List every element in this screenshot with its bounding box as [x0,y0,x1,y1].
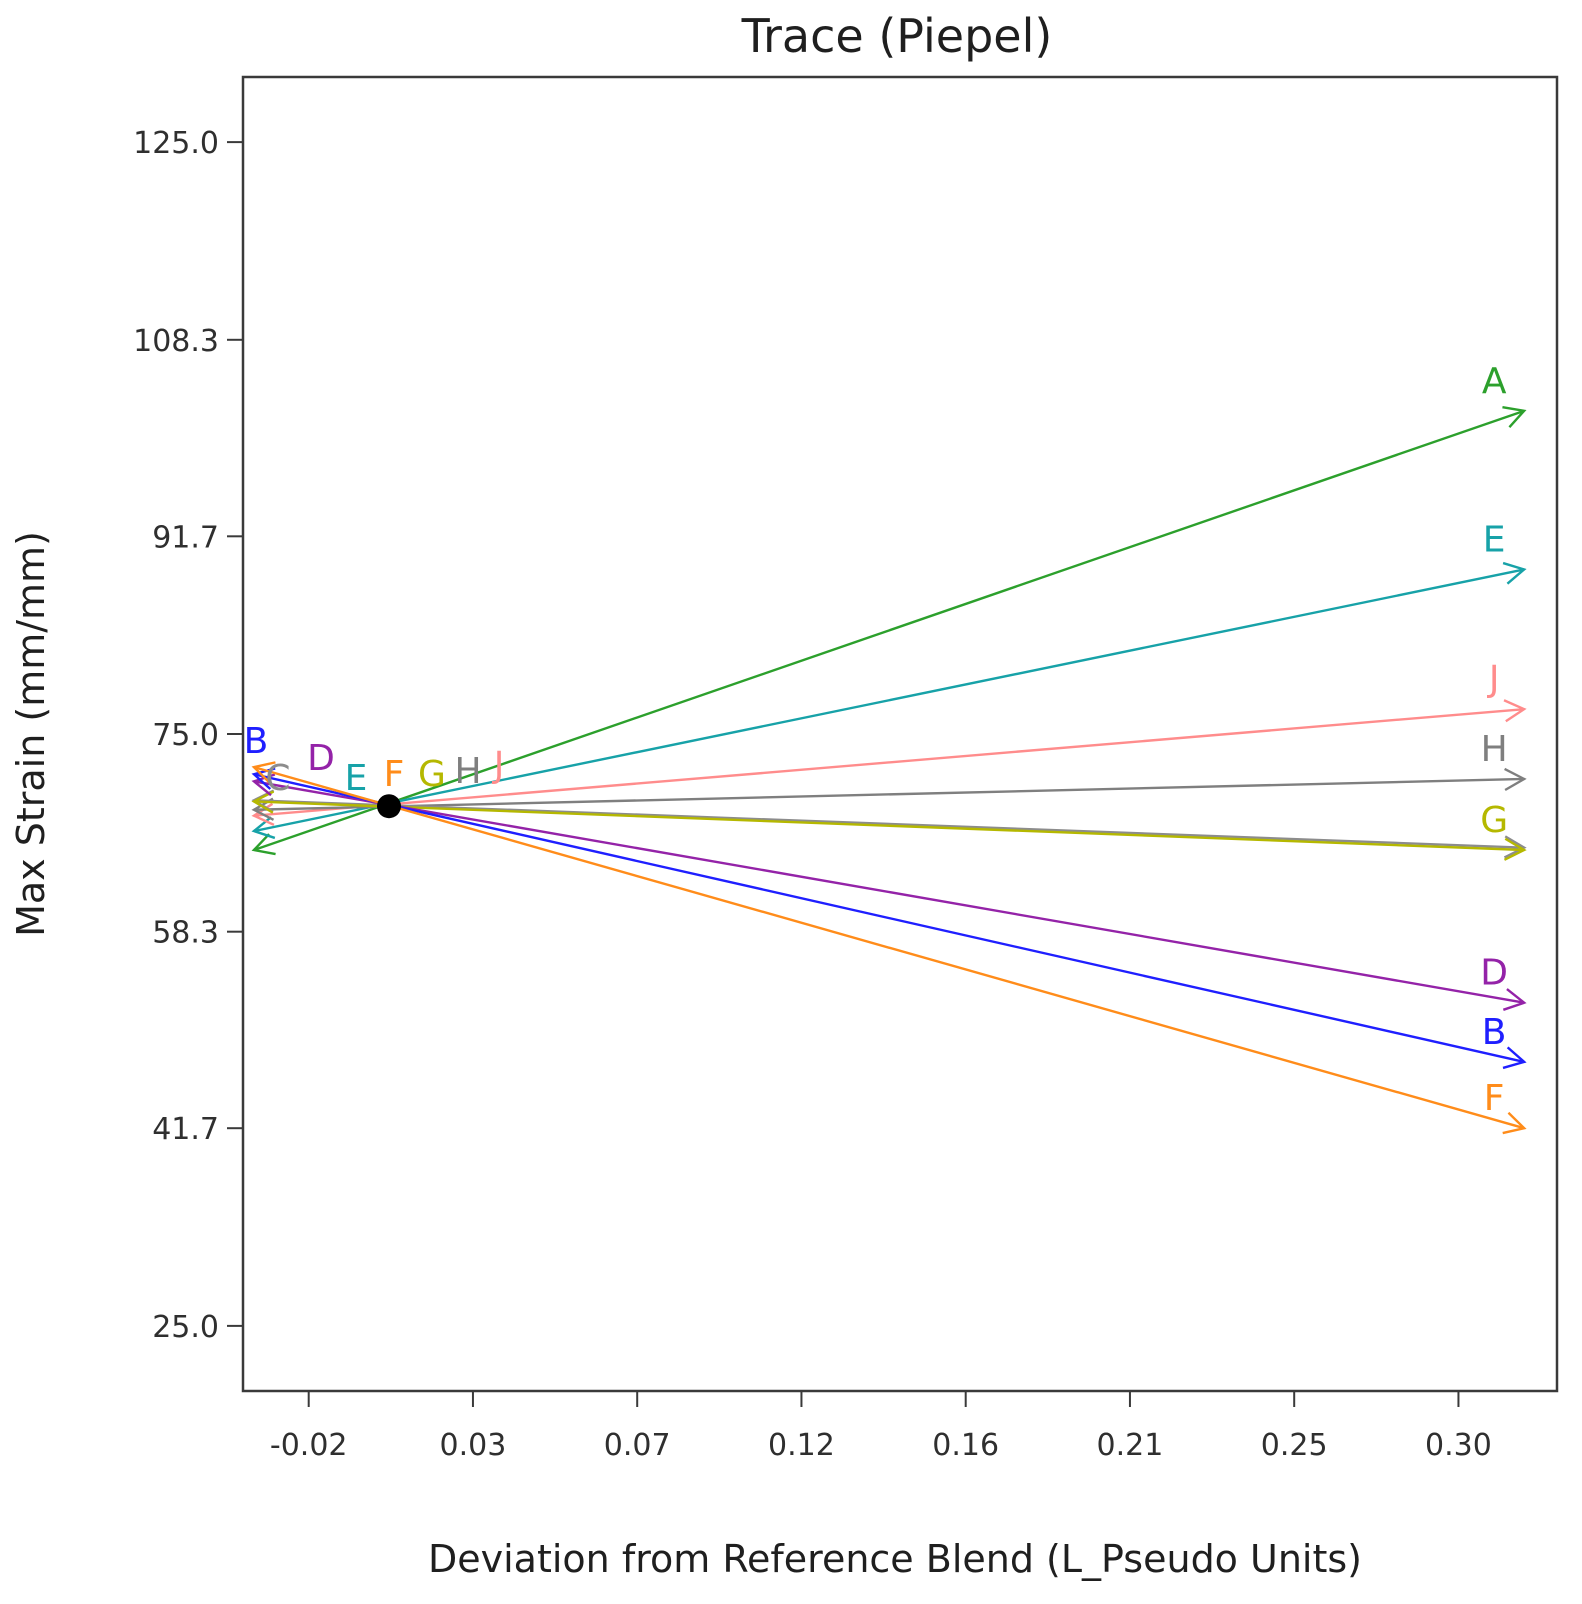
series-label-far: H [1481,729,1508,770]
series-label-far: B [1482,1012,1507,1053]
series-label-near: C [265,758,290,799]
series-j: J [251,659,1527,826]
x-tick-label: 0.03 [440,1428,507,1463]
y-tick-label: 125.0 [133,126,219,161]
x-tick-label: 0.12 [768,1428,835,1463]
arrow-head-far [1502,406,1527,428]
y-axis: 125.0 108.3 91.7 75.0 58.3 41.7 25.0 [133,126,243,1345]
reference-blend-point [377,794,401,819]
x-tick-label: 0.07 [604,1428,671,1463]
series-e: E [251,519,1527,840]
x-tick-label: 0.30 [1425,1428,1492,1463]
x-tick-label: 0.16 [932,1428,999,1463]
series-label-near: B [244,721,269,762]
y-tick-label: 108.3 [133,324,219,359]
y-tick-label: 25.0 [152,1310,219,1345]
series-label-near: E [345,758,368,799]
trace-line-a [253,409,1525,852]
series-label-far: G [1480,800,1508,841]
series-label-near: F [384,754,405,795]
trace-line-e [253,568,1525,833]
y-tick-label: 91.7 [152,520,219,555]
arrow-head-far [1502,1046,1527,1070]
series-d: D [251,773,1527,1011]
trace-line-h [253,777,1525,811]
y-tick-label: 41.7 [152,1112,219,1147]
series-h: H [251,729,1527,821]
x-tick-label: 0.21 [1097,1428,1164,1463]
x-tick-label: -0.02 [270,1428,348,1463]
arrow-head-far [1502,1111,1527,1135]
trace-line-c [253,799,1525,849]
x-axis: -0.02 0.03 0.07 0.12 0.16 0.21 0.25 0.30 [270,1391,1492,1463]
arrow-head-far [1504,767,1527,792]
series-label-far: E [1483,519,1506,560]
series-g: G [251,790,1527,861]
arrow-head-far [1503,835,1527,859]
series-label-near: J [492,745,505,786]
series-b: B [251,767,1527,1070]
arrow-head-far [1503,837,1527,861]
x-tick-label: 0.25 [1261,1428,1328,1463]
arrow-head-far [1502,988,1527,1011]
series-label-far: D [1480,953,1508,994]
series-f: F [251,761,1527,1135]
y-axis-label: Max Strain (mm/mm) [9,531,53,937]
trace-line-b [253,773,1525,1064]
arrow-head-far [1503,699,1527,723]
arrow-head-near [251,833,276,856]
trace-line-g [253,800,1525,852]
arrow-head-far [1502,561,1527,585]
y-tick-label: 75.0 [152,718,219,753]
x-axis-label: Deviation from Reference Blend (L_Pseudo… [428,1537,1362,1581]
series-label-near: G [418,754,446,795]
series-label-far: A [1482,361,1507,402]
trace-line-d [253,780,1525,1004]
arrow-head-near [251,790,275,814]
series-a: A [251,361,1527,856]
trace-line-j [253,707,1525,817]
series-label-far: J [1487,659,1500,700]
trace-line-f [253,765,1525,1130]
series-label-far: F [1484,1078,1505,1119]
series-label-near: D [307,738,335,779]
chart-title: Trace (Piepel) [741,9,1053,63]
arrow-head-near [251,761,276,784]
plot-area-frame [241,75,1559,1393]
series-label-near: H [454,751,481,792]
y-tick-label: 58.3 [152,916,219,951]
